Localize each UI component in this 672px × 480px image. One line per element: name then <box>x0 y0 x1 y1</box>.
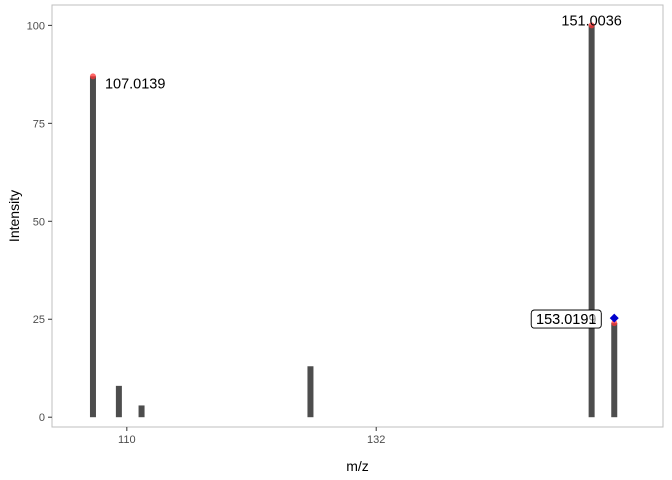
plot-panel-border <box>51 4 664 428</box>
peak-bar <box>115 385 122 418</box>
peak-bar <box>307 366 314 418</box>
peak-bar <box>138 405 145 418</box>
y-tick-label: 75 <box>33 118 45 130</box>
x-tick-label: 132 <box>367 434 385 446</box>
y-tick-label: 100 <box>27 20 45 32</box>
y-tick-label: 25 <box>33 314 45 326</box>
peak-label: 151.0036 <box>561 13 621 29</box>
peak-bar <box>89 76 96 418</box>
peak-marker <box>588 22 595 29</box>
peak-bar <box>611 323 618 418</box>
diamond-marker <box>609 313 619 323</box>
peak-marker <box>611 320 618 327</box>
peak-marker <box>89 73 96 80</box>
y-axis: 0 25 50 75 100 <box>27 20 52 424</box>
x-axis: 110 132 <box>118 427 385 446</box>
peak-label: 153.0191 <box>536 312 596 328</box>
peak-bar <box>588 25 595 418</box>
x-tick-label: 110 <box>118 434 136 446</box>
bars-layer <box>89 25 618 418</box>
y-tick-label: 50 <box>33 216 45 228</box>
peak-label: 107.0139 <box>105 76 165 92</box>
peak-label-box <box>530 309 602 329</box>
y-axis-title: Intensity <box>6 190 22 242</box>
x-axis-title: m/z <box>346 458 369 474</box>
y-tick-label: 0 <box>39 412 45 424</box>
markers-layer <box>89 22 619 327</box>
